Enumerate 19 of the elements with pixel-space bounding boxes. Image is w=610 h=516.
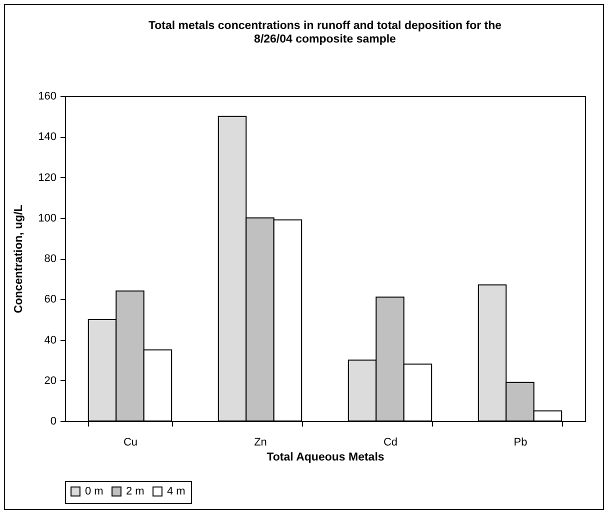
- chart-title: Total metals concentrations in runoff and total deposition for the 8/26/04 composite sample: [148, 20, 502, 46]
- y-tick-label: 0: [50, 416, 56, 428]
- y-tick-label: 80: [44, 253, 56, 265]
- y-tick-label: 40: [44, 334, 56, 346]
- y-tick-label: 120: [38, 172, 56, 184]
- x-axis-title: Total Aqueous Metals: [266, 452, 384, 464]
- x-tick-label: Cd: [383, 436, 398, 448]
- x-tick-label: Zn: [254, 436, 267, 448]
- x-tick-label: Pb: [514, 436, 528, 448]
- y-tick-label: 160: [38, 90, 56, 102]
- x-tick-label: Cu: [123, 436, 138, 448]
- y-tick-label: 20: [44, 374, 56, 387]
- legend-label: 0 m: [85, 486, 104, 498]
- legend-label: 2 m: [126, 486, 144, 498]
- y-tick-label: 140: [38, 131, 56, 144]
- y-tick-label: 60: [44, 294, 56, 306]
- y-axis-title: Concentration, ug/L: [13, 204, 26, 314]
- legend-label: 4 m: [167, 486, 186, 498]
- y-tick-label: 100: [38, 212, 56, 224]
